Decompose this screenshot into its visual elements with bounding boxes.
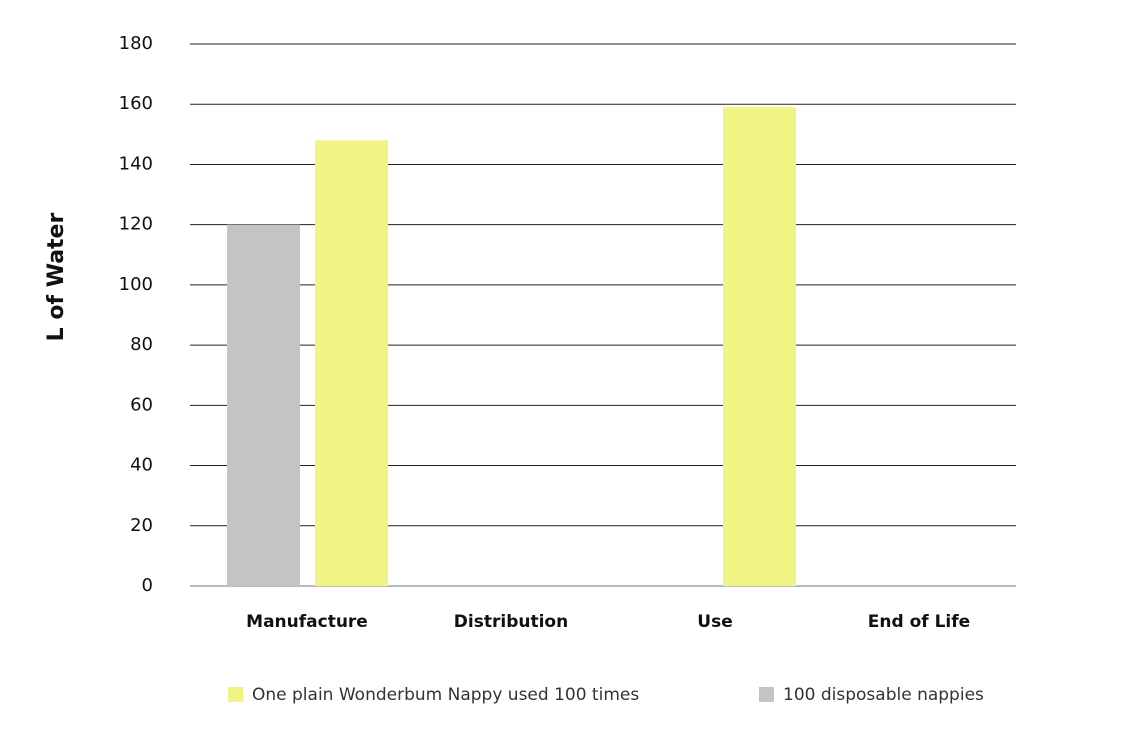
y-tick-label: 60 — [130, 394, 153, 415]
y-axis-title: L of Water — [44, 213, 69, 342]
bar — [315, 140, 388, 586]
legend-swatch — [228, 687, 243, 702]
y-tick-label: 40 — [130, 455, 153, 476]
bar — [227, 224, 300, 586]
y-tick-label: 80 — [130, 334, 153, 355]
y-tick-label: 100 — [119, 274, 153, 295]
x-tick-label: Use — [697, 612, 732, 632]
y-tick-label: 160 — [119, 93, 153, 114]
x-tick-label: End of Life — [868, 612, 970, 632]
y-tick-label: 0 — [142, 575, 153, 596]
y-tick-label: 140 — [119, 153, 153, 174]
y-tick-label: 20 — [130, 515, 153, 536]
y-tick-label: 180 — [119, 33, 153, 54]
legend-label: 100 disposable nappies — [783, 685, 984, 705]
x-tick-label: Distribution — [454, 612, 568, 632]
x-tick-label: Manufacture — [246, 612, 368, 632]
bar — [723, 107, 796, 586]
y-tick-label: 120 — [119, 214, 153, 235]
legend-label: One plain Wonderbum Nappy used 100 times — [252, 685, 639, 705]
legend-swatch — [759, 687, 774, 702]
